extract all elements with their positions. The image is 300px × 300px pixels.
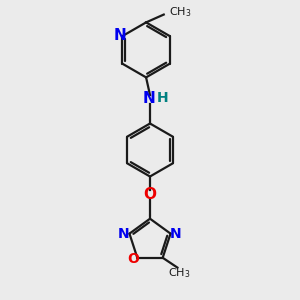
Text: N: N [114,28,127,43]
Text: N: N [142,92,155,106]
Text: CH$_3$: CH$_3$ [169,5,191,19]
Text: CH$_3$: CH$_3$ [168,267,190,280]
Text: H: H [157,91,169,105]
Text: O: O [143,187,157,202]
Text: N: N [118,226,129,241]
Text: N: N [169,226,181,241]
Text: O: O [128,252,139,266]
